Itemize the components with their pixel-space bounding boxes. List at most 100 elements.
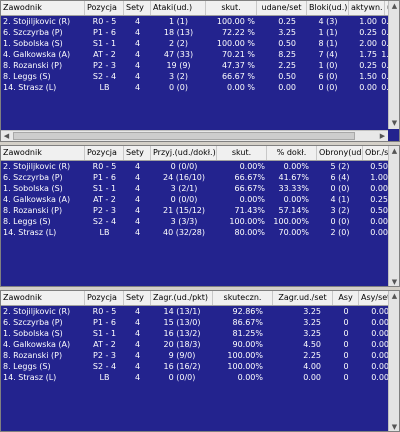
- cell-serves-per-set: 4.00: [303, 362, 321, 371]
- cell-position: S2 - 4: [92, 362, 117, 371]
- horizontal-scroll-thumb[interactable]: [13, 132, 355, 140]
- cell-player: 4. Galkowska (A): [3, 195, 71, 204]
- col-header-effectiveness[interactable]: skut.: [206, 1, 257, 15]
- table-row[interactable]: 14. Strasz (L) LB 4 40 (32/28) 80.00% 70…: [1, 227, 399, 238]
- scroll-down-arrow-icon[interactable]: ▼: [391, 423, 398, 431]
- table-row[interactable]: 8. Rozanski (P) P2 - 3 4 21 (15/12) 71.4…: [1, 205, 399, 216]
- table-row[interactable]: 6. Szczyrba (P) P1 - 6 4 24 (16/10) 66.6…: [1, 172, 399, 183]
- table-row[interactable]: 6. Szczyrba (P) P1 - 6 4 15 (13/0) 86.67…: [1, 317, 399, 328]
- col-header-position[interactable]: Pozycja: [85, 1, 124, 15]
- col-header-sets[interactable]: Sety: [124, 1, 151, 15]
- cell-defences-per-set: 0.50: [370, 206, 388, 215]
- scroll-up-arrow-icon[interactable]: ▲: [391, 292, 398, 300]
- cell-effectiveness: 100.00 %: [216, 39, 255, 48]
- vertical-scrollbar[interactable]: ▲ ▼: [388, 291, 399, 431]
- cell-defences-per-set: 0.25: [370, 195, 388, 204]
- cell-position: P1 - 6: [93, 28, 116, 37]
- scroll-up-arrow-icon[interactable]: ▲: [391, 2, 398, 10]
- table-row[interactable]: 8. Rozanski (P) P2 - 3 4 19 (9) 47.37 % …: [1, 60, 399, 71]
- table-row[interactable]: 4. Galkowska (A) AT - 2 4 20 (18/3) 90.0…: [1, 339, 399, 350]
- cell-sets: 4: [134, 61, 141, 70]
- vertical-scrollbar[interactable]: ▲ ▼: [388, 146, 399, 286]
- cell-sets: 4: [134, 340, 141, 349]
- cell-sets: 4: [134, 184, 141, 193]
- col-header-position[interactable]: Pozycja: [85, 291, 124, 305]
- cell-player: 8. Rozanski (P): [3, 61, 63, 70]
- table-row[interactable]: 4. Galkowska (A) AT - 2 4 0 (0/0) 0.00% …: [1, 194, 399, 205]
- table-row[interactable]: 2. Stojiljkovic (R) R0 - 5 4 14 (13/1) 9…: [1, 306, 399, 317]
- table-row[interactable]: 2. Stojiljkovic (R) R0 - 5 4 1 (1) 100.0…: [1, 16, 399, 27]
- cell-position: S2 - 4: [92, 217, 117, 226]
- cell-serves: 14 (13/1): [163, 307, 201, 316]
- vertical-scrollbar[interactable]: ▲ ▼: [388, 1, 399, 129]
- cell-position: LB: [99, 228, 110, 237]
- cell-position: R0 - 5: [92, 17, 117, 26]
- col-header-aces[interactable]: Asy: [333, 291, 359, 305]
- scroll-up-arrow-icon[interactable]: ▲: [391, 147, 398, 155]
- col-header-player[interactable]: Zawodnik: [1, 291, 85, 305]
- horizontal-scrollbar[interactable]: ◀ ▶: [1, 130, 388, 141]
- col-header-defences-per-set[interactable]: Obr./set: [363, 146, 399, 160]
- col-header-aces-per-set[interactable]: Asy/set: [359, 291, 399, 305]
- table-row[interactable]: 8. Leggs (S) S2 - 4 4 16 (16/2) 100.00% …: [1, 361, 399, 372]
- cell-defences-per-set: 0.00: [370, 217, 388, 226]
- cell-successful-per-set: 2.25: [278, 61, 296, 70]
- table-row[interactable]: 2. Stojiljkovic (R) R0 - 5 4 0 (0/0) 0.0…: [1, 161, 399, 172]
- col-header-position[interactable]: Pozycja: [85, 146, 124, 160]
- cell-activity: 2.00: [359, 39, 377, 48]
- col-header-serves[interactable]: Zagr.(ud./pkt): [151, 291, 213, 305]
- attack-stats-grid[interactable]: Zawodnik Pozycja Sety Ataki(ud.) skut. u…: [0, 0, 400, 142]
- cell-effectiveness: 0.00 %: [227, 83, 255, 92]
- table-row[interactable]: 14. Strasz (L) LB 4 0 (0/0) 0.00% 0.00 0…: [1, 372, 399, 383]
- table-row[interactable]: 4. Galkowska (A) AT - 2 4 47 (33) 70.21 …: [1, 49, 399, 60]
- table-row[interactable]: 8. Leggs (S) S2 - 4 4 3 (3/3) 100.00% 10…: [1, 216, 399, 227]
- cell-defences: 0 (0): [330, 184, 350, 193]
- cell-position: S1 - 1: [92, 329, 117, 338]
- col-header-effectiveness[interactable]: skut.: [217, 146, 267, 160]
- table-row[interactable]: 6. Szczyrba (P) P1 - 6 4 18 (13) 72.22 %…: [1, 27, 399, 38]
- reception-stats-grid[interactable]: Zawodnik Pozycja Sety Przyj.(ud./dokł.) …: [0, 145, 400, 287]
- cell-player: 8. Rozanski (P): [3, 351, 63, 360]
- cell-serves: 20 (18/3): [163, 340, 201, 349]
- col-header-activity[interactable]: aktywn.: [349, 1, 385, 15]
- cell-activity: 0.25: [359, 61, 377, 70]
- scroll-left-arrow-icon[interactable]: ◀: [3, 132, 10, 140]
- col-header-successful-per-set[interactable]: udane/set: [257, 1, 307, 15]
- cell-effectiveness: 86.67%: [232, 318, 263, 327]
- table-row[interactable]: 1. Sobolska (S) S1 - 1 4 3 (2/1) 66.67% …: [1, 183, 399, 194]
- col-header-effectiveness[interactable]: skuteczn.: [213, 291, 273, 305]
- cell-serves-per-set: 3.25: [303, 318, 321, 327]
- col-header-sets[interactable]: Sety: [124, 291, 151, 305]
- cell-aces-per-set: 0.00: [371, 362, 389, 371]
- col-header-defences[interactable]: Obrony(ud.): [317, 146, 363, 160]
- cell-defences: 3 (2): [330, 206, 350, 215]
- table-row[interactable]: 1. Sobolska (S) S1 - 1 4 2 (2) 100.00 % …: [1, 38, 399, 49]
- scroll-down-arrow-icon[interactable]: ▼: [391, 278, 398, 286]
- col-header-receptions[interactable]: Przyj.(ud./dokł.): [151, 146, 217, 160]
- cell-player: 2. Stojiljkovic (R): [3, 307, 71, 316]
- cell-sets: 4: [134, 329, 141, 338]
- cell-sets: 4: [134, 195, 141, 204]
- col-header-serves-per-set[interactable]: Zagr.ud./set: [273, 291, 333, 305]
- cell-aces: 0: [343, 307, 349, 316]
- col-header-blocks[interactable]: Bloki(ud.): [307, 1, 349, 15]
- col-header-accuracy[interactable]: % dokł.: [267, 146, 317, 160]
- col-header-player[interactable]: Zawodnik: [1, 146, 85, 160]
- table-row[interactable]: 14. Strasz (L) LB 4 0 (0) 0.00 % 0.00 0 …: [1, 82, 399, 93]
- attack-stats-header: Zawodnik Pozycja Sety Ataki(ud.) skut. u…: [1, 1, 399, 16]
- cell-serves: 0 (0/0): [168, 373, 196, 382]
- serve-stats-grid[interactable]: Zawodnik Pozycja Sety Zagr.(ud./pkt) sku…: [0, 290, 400, 432]
- scroll-down-arrow-icon[interactable]: ▼: [391, 119, 398, 127]
- table-row[interactable]: 8. Leggs (S) S2 - 4 4 3 (2) 66.67 % 0.50…: [1, 71, 399, 82]
- col-header-sets[interactable]: Sety: [124, 146, 151, 160]
- cell-receptions: 0 (0/0): [170, 162, 198, 171]
- cell-serves-per-set: 4.50: [303, 340, 321, 349]
- cell-activity: 1.50: [359, 72, 377, 81]
- scroll-right-arrow-icon[interactable]: ▶: [379, 132, 386, 140]
- reception-stats-header: Zawodnik Pozycja Sety Przyj.(ud./dokł.) …: [1, 146, 399, 161]
- col-header-player[interactable]: Zawodnik: [1, 1, 85, 15]
- table-row[interactable]: 8. Rozanski (P) P2 - 3 4 9 (9/0) 100.00%…: [1, 350, 399, 361]
- col-header-attacks[interactable]: Ataki(ud.): [151, 1, 206, 15]
- table-row[interactable]: 1. Sobolska (S) S1 - 1 4 16 (13/2) 81.25…: [1, 328, 399, 339]
- cell-blocks: 7 (4): [318, 50, 338, 59]
